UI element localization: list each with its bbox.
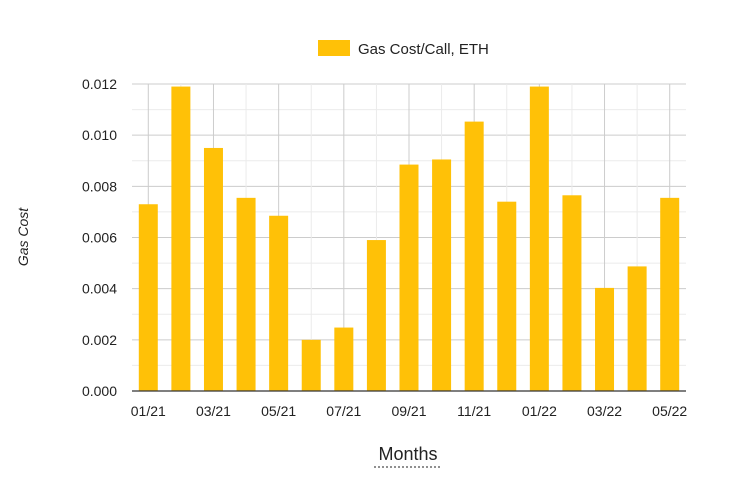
x-tick-label: 01/21 bbox=[131, 403, 166, 419]
bar-05-22[interactable] bbox=[660, 197, 680, 391]
bar-series bbox=[138, 86, 680, 392]
x-tick-label: 05/22 bbox=[652, 403, 687, 419]
bar-01-22[interactable] bbox=[529, 86, 549, 391]
x-axis-label[interactable]: Months bbox=[378, 444, 437, 464]
legend-label: Gas Cost/Call, ETH bbox=[358, 41, 489, 58]
bar-01-21[interactable] bbox=[138, 204, 158, 391]
y-tick-label: 0.002 bbox=[82, 332, 117, 348]
x-tick-label: 09/21 bbox=[391, 403, 426, 419]
x-tick-label: 11/21 bbox=[457, 403, 491, 419]
bar-04-21[interactable] bbox=[236, 197, 256, 391]
bar-03-21[interactable] bbox=[203, 147, 223, 391]
x-tick-label: 05/21 bbox=[261, 403, 296, 419]
x-tick-label: 03/22 bbox=[587, 403, 622, 419]
bar-05-21[interactable] bbox=[269, 215, 289, 391]
bar-03-22[interactable] bbox=[595, 287, 615, 391]
y-tick-label: 0.012 bbox=[82, 76, 117, 92]
legend[interactable]: Gas Cost/Call, ETH bbox=[318, 40, 489, 58]
bar-11-21[interactable] bbox=[464, 121, 484, 392]
bar-07-21[interactable] bbox=[334, 327, 354, 391]
bar-12-21[interactable] bbox=[497, 201, 517, 391]
legend-swatch bbox=[318, 40, 350, 56]
axes: 0.000 0.002 0.004 0.006 0.008 0.010 0.012 01/21… bbox=[82, 76, 687, 419]
bar-02-22[interactable] bbox=[562, 195, 582, 391]
bar-02-21[interactable] bbox=[171, 86, 191, 391]
bar-09-21[interactable] bbox=[399, 164, 419, 391]
x-tick-label: 03/21 bbox=[196, 403, 231, 419]
x-tick-label: 07/21 bbox=[326, 403, 361, 419]
y-tick-label: 0.010 bbox=[82, 127, 117, 143]
bar-10-21[interactable] bbox=[432, 159, 452, 391]
y-axis-label: Gas Cost bbox=[15, 207, 31, 266]
y-tick-label: 0.006 bbox=[82, 230, 117, 246]
bar-08-21[interactable] bbox=[366, 240, 386, 391]
bar-06-21[interactable] bbox=[301, 339, 321, 391]
bar-04-22[interactable] bbox=[627, 266, 647, 391]
y-tick-label: 0.004 bbox=[82, 281, 117, 297]
y-tick-label: 0.008 bbox=[82, 178, 117, 194]
y-tick-label: 0.000 bbox=[82, 383, 117, 399]
x-tick-label: 01/22 bbox=[522, 403, 557, 419]
